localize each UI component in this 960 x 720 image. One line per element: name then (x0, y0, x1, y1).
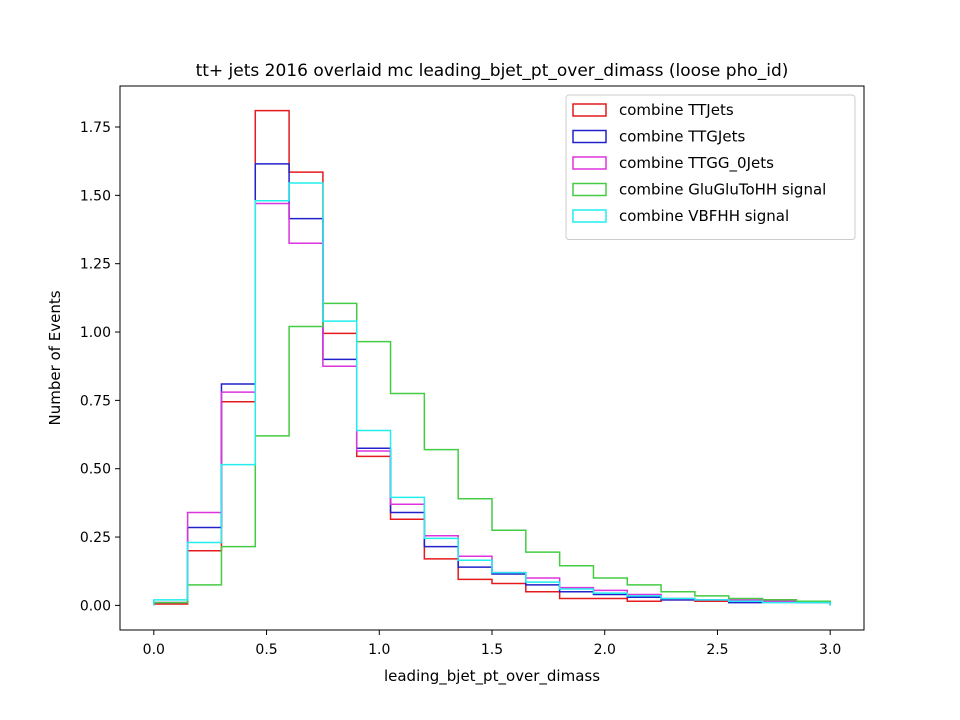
x-tick-label: 1.0 (368, 642, 390, 658)
legend-swatch (572, 182, 607, 197)
x-tick-label: 0.0 (143, 642, 165, 658)
x-tick-label: 3.0 (819, 642, 841, 658)
x-tick-label: 2.5 (706, 642, 728, 658)
y-tick-label: 1.25 (80, 257, 111, 273)
y-axis: 0.00 0.25 0.50 0.75 1.00 1.25 1.50 1.75 (80, 120, 120, 614)
x-axis: 0.0 0.5 1.0 1.5 2.0 2.5 3.0 (143, 630, 841, 658)
y-tick-label: 1.50 (80, 188, 111, 204)
legend-swatch (572, 103, 607, 117)
legend: combine TTJets combine TTGJets combine TTG… (565, 94, 856, 240)
x-tick-label: 2.0 (594, 642, 616, 658)
legend-entry-label: combine TTGG_0Jets (619, 154, 774, 173)
chart-title: tt+ jets 2016 overlaid mc leading_bjet_p… (196, 61, 789, 81)
x-tick-label: 1.5 (481, 642, 503, 658)
legend-swatch (572, 156, 607, 170)
y-tick-label: 0.00 (80, 598, 111, 614)
legend-entry-label: combine TTGJets (619, 128, 745, 146)
legend-frame (565, 94, 856, 240)
legend-swatch (572, 129, 607, 144)
legend-entry-label: combine TTJets (619, 101, 734, 119)
y-tick-label: 0.25 (80, 530, 111, 546)
y-tick-label: 0.75 (80, 393, 111, 409)
plot-series (153, 109, 831, 606)
x-axis-label: leading_bjet_pt_over_dimass (384, 667, 600, 686)
legend-swatch (572, 209, 607, 223)
y-axis-label: Number of Events (46, 290, 64, 425)
legend-entry-label: combine GluGluToHH signal (619, 181, 826, 199)
y-tick-label: 1.00 (80, 325, 111, 341)
x-tick-label: 0.5 (255, 642, 277, 658)
legend-entry-label: combine VBFHH signal (619, 207, 789, 225)
y-tick-label: 0.50 (80, 462, 111, 478)
y-tick-label: 1.75 (80, 120, 111, 136)
series-step-line-4 (153, 182, 831, 606)
